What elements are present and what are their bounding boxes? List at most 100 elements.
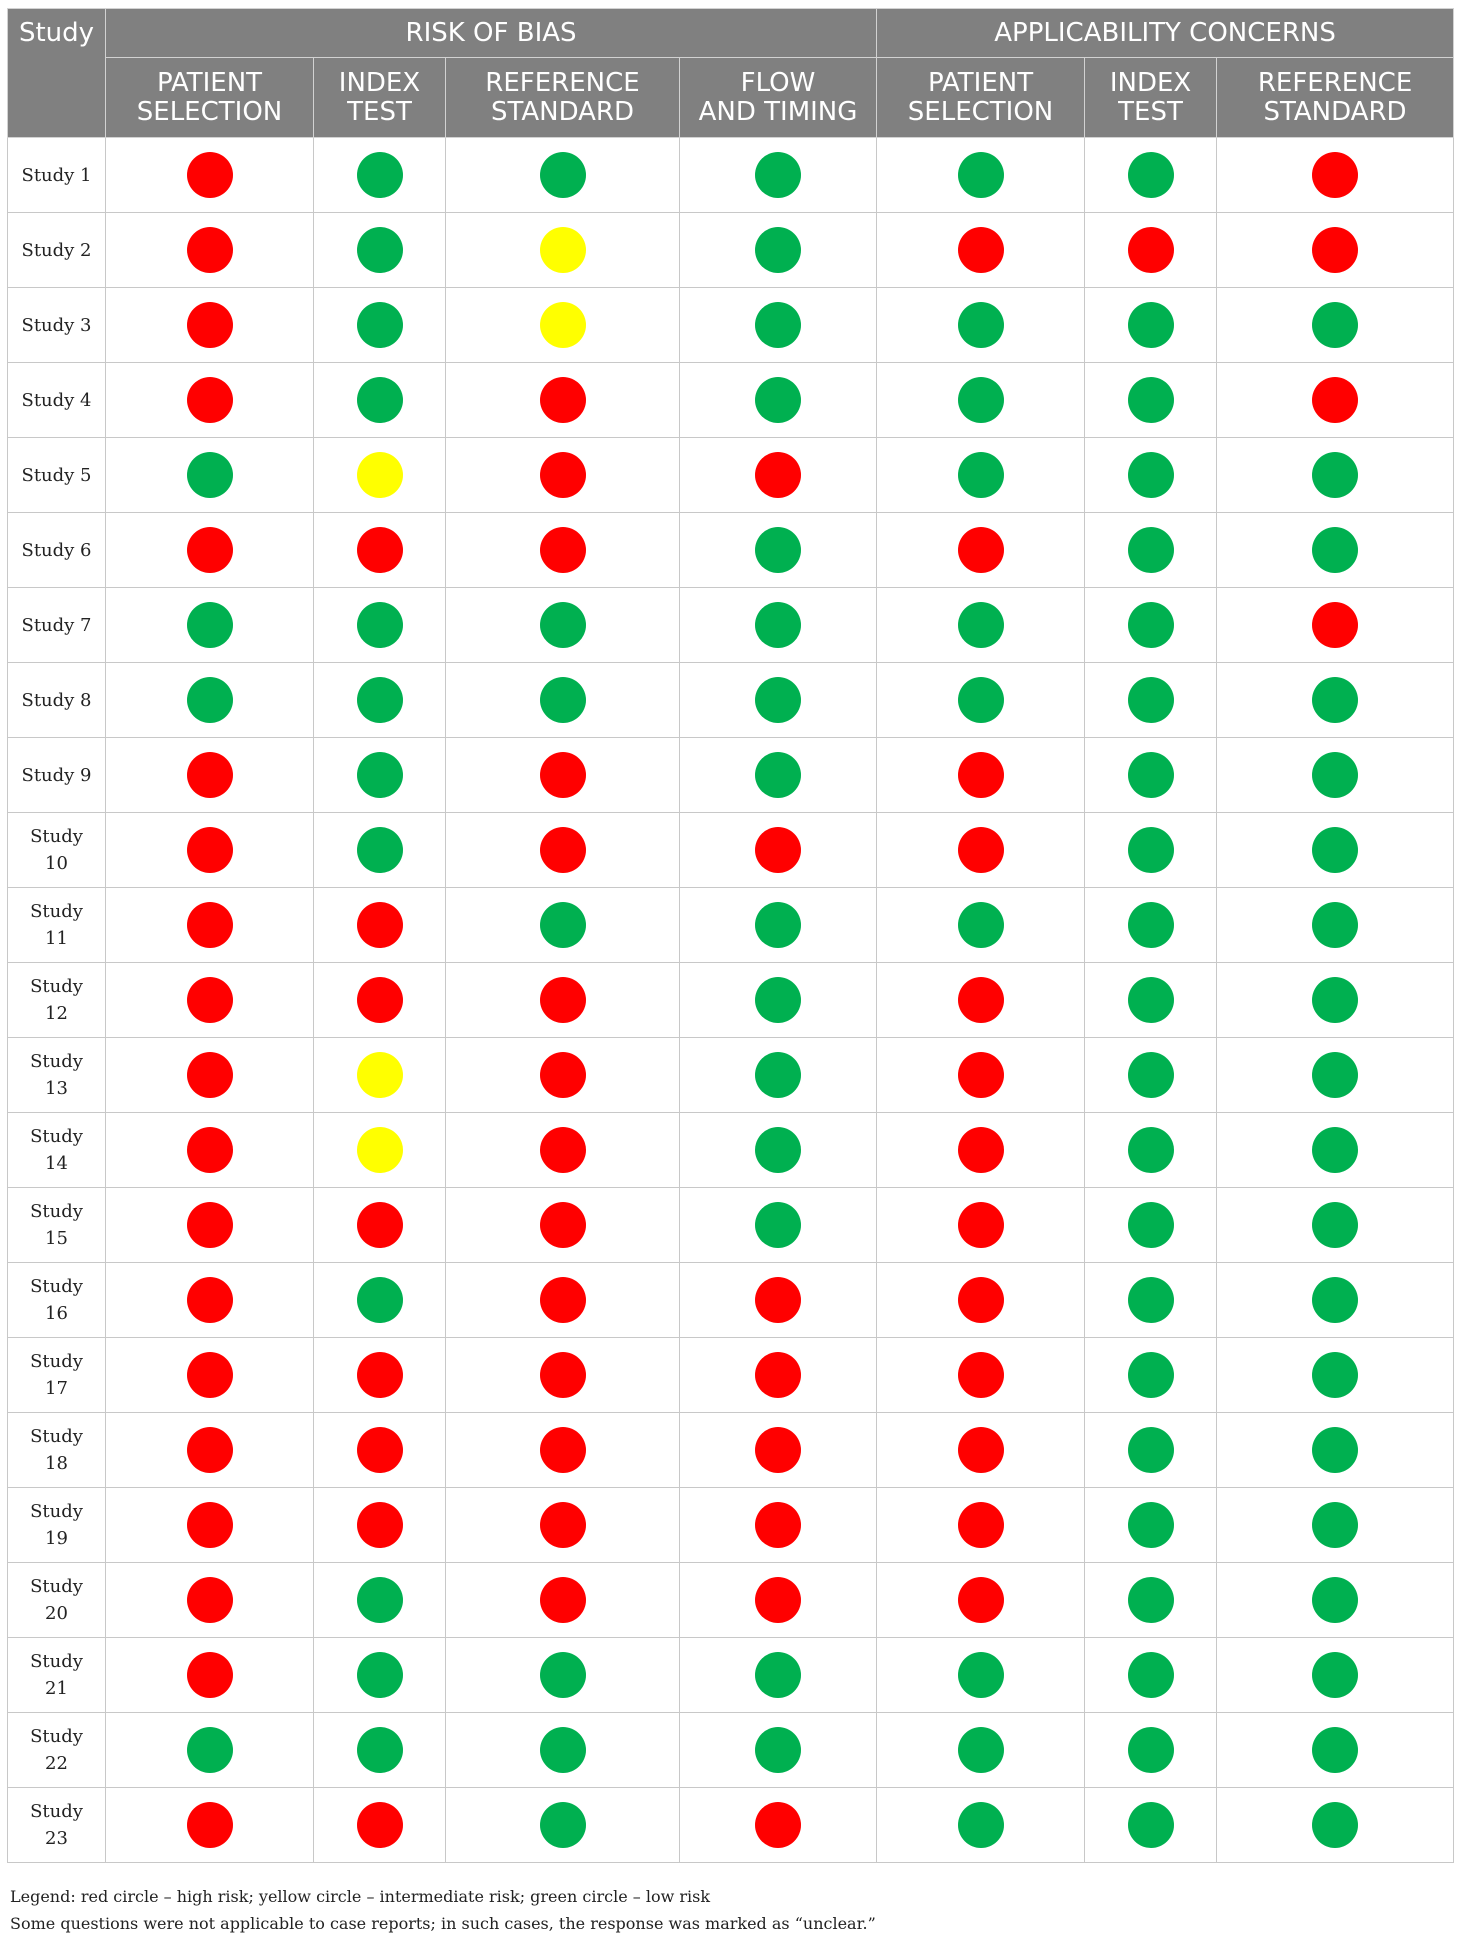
rating-cell bbox=[678, 1562, 878, 1638]
rating-cell bbox=[876, 287, 1086, 363]
rating-cell bbox=[313, 1637, 446, 1713]
column-header-2: INDEX TEST bbox=[313, 57, 446, 138]
low-risk-circle-icon bbox=[1312, 1202, 1359, 1248]
study-label-line: Study bbox=[30, 1801, 83, 1822]
rating-cell bbox=[876, 1487, 1086, 1563]
rating-cell bbox=[445, 1112, 680, 1188]
rating-cell bbox=[678, 287, 878, 363]
rating-cell bbox=[445, 512, 680, 588]
study-label-line: Study bbox=[30, 976, 83, 997]
rating-cell bbox=[876, 1262, 1086, 1338]
low-risk-circle-icon bbox=[1312, 1652, 1359, 1698]
study-label-line: 20 bbox=[45, 1603, 68, 1624]
rating-cell bbox=[105, 1787, 314, 1863]
rating-cell bbox=[313, 1037, 446, 1113]
study-label-line: Study 7 bbox=[21, 614, 92, 636]
low-risk-circle-icon bbox=[1312, 1502, 1359, 1548]
rating-cell bbox=[678, 1187, 878, 1263]
rating-cell bbox=[1084, 1637, 1218, 1713]
column-header-line: TEST bbox=[1118, 96, 1183, 127]
low-risk-circle-icon bbox=[755, 227, 802, 273]
study-label-line: Study bbox=[30, 1126, 83, 1147]
study-label: Study 6 bbox=[7, 512, 106, 588]
high-risk-circle-icon bbox=[186, 1352, 233, 1398]
rating-cell bbox=[1216, 1787, 1455, 1863]
rating-cell bbox=[313, 362, 446, 438]
study-label-line: Study bbox=[30, 1201, 83, 1222]
study-label-line: Study 3 bbox=[21, 314, 92, 336]
rating-cell bbox=[1084, 1112, 1218, 1188]
high-risk-circle-icon bbox=[957, 827, 1004, 873]
study-label-line: Study bbox=[30, 1351, 83, 1372]
high-risk-circle-icon bbox=[539, 1052, 586, 1098]
table-row: Study 1 bbox=[7, 137, 1455, 213]
table-row: Study 12 bbox=[7, 962, 1455, 1038]
rating-cell bbox=[1084, 362, 1218, 438]
study-label: Study 14 bbox=[7, 1112, 106, 1188]
rating-cell bbox=[313, 887, 446, 963]
study-column-header: Study bbox=[7, 8, 106, 138]
rating-cell bbox=[678, 1037, 878, 1113]
rating-cell bbox=[445, 1187, 680, 1263]
high-risk-circle-icon bbox=[186, 752, 233, 798]
rating-cell bbox=[105, 1112, 314, 1188]
low-risk-circle-icon bbox=[356, 1277, 403, 1323]
high-risk-circle-icon bbox=[186, 977, 233, 1023]
table-row: Study 20 bbox=[7, 1562, 1455, 1638]
low-risk-circle-icon bbox=[539, 602, 586, 648]
high-risk-circle-icon bbox=[755, 1502, 802, 1548]
high-risk-circle-icon bbox=[539, 1577, 586, 1623]
rating-cell bbox=[678, 812, 878, 888]
high-risk-circle-icon bbox=[186, 1802, 233, 1848]
rating-cell bbox=[105, 1187, 314, 1263]
rating-cell bbox=[876, 737, 1086, 813]
study-label-line: Study bbox=[30, 1276, 83, 1297]
study-label-line: Study 9 bbox=[21, 764, 92, 786]
rating-cell bbox=[313, 1112, 446, 1188]
low-risk-circle-icon bbox=[957, 377, 1004, 423]
low-risk-circle-icon bbox=[1127, 1577, 1174, 1623]
rating-cell bbox=[1084, 887, 1218, 963]
low-risk-circle-icon bbox=[356, 602, 403, 648]
low-risk-circle-icon bbox=[1312, 302, 1359, 348]
high-risk-circle-icon bbox=[356, 1352, 403, 1398]
table-row: Study 4 bbox=[7, 362, 1455, 438]
low-risk-circle-icon bbox=[1127, 902, 1174, 948]
rating-cell bbox=[445, 1637, 680, 1713]
rating-cell bbox=[313, 662, 446, 738]
low-risk-circle-icon bbox=[1312, 1427, 1359, 1473]
study-label-line: 14 bbox=[45, 1153, 68, 1174]
study-label-line: 17 bbox=[45, 1378, 68, 1399]
low-risk-circle-icon bbox=[957, 1652, 1004, 1698]
rating-cell bbox=[876, 362, 1086, 438]
rating-cell bbox=[313, 962, 446, 1038]
low-risk-circle-icon bbox=[356, 1652, 403, 1698]
column-header-line: STANDARD bbox=[1263, 96, 1407, 127]
rating-cell bbox=[1216, 437, 1455, 513]
low-risk-circle-icon bbox=[755, 602, 802, 648]
table-row: Study 17 bbox=[7, 1337, 1455, 1413]
table-body: Study 1 Study 2 Study 3 Study 4 Study 5 Study… bbox=[7, 137, 1455, 1863]
study-label-line: 23 bbox=[45, 1828, 68, 1849]
low-risk-circle-icon bbox=[1312, 1802, 1359, 1848]
rating-cell bbox=[1216, 1562, 1455, 1638]
study-label-line: Study 5 bbox=[21, 464, 92, 486]
rating-cell bbox=[105, 962, 314, 1038]
low-risk-circle-icon bbox=[539, 677, 586, 723]
high-risk-circle-icon bbox=[539, 527, 586, 573]
rating-cell bbox=[445, 962, 680, 1038]
rating-cell bbox=[313, 287, 446, 363]
rating-cell bbox=[445, 437, 680, 513]
rating-cell bbox=[445, 362, 680, 438]
rating-cell bbox=[1084, 1412, 1218, 1488]
study-label-line: Study bbox=[30, 1726, 83, 1747]
intermediate-risk-circle-icon bbox=[356, 1127, 403, 1173]
rating-cell bbox=[678, 662, 878, 738]
rating-cell bbox=[313, 1787, 446, 1863]
study-label-line: 16 bbox=[45, 1303, 68, 1324]
rating-cell bbox=[1216, 1187, 1455, 1263]
rating-cell bbox=[876, 962, 1086, 1038]
low-risk-circle-icon bbox=[957, 902, 1004, 948]
study-label-line: 18 bbox=[45, 1453, 68, 1474]
column-header-4: FLOW AND TIMING bbox=[678, 57, 878, 138]
